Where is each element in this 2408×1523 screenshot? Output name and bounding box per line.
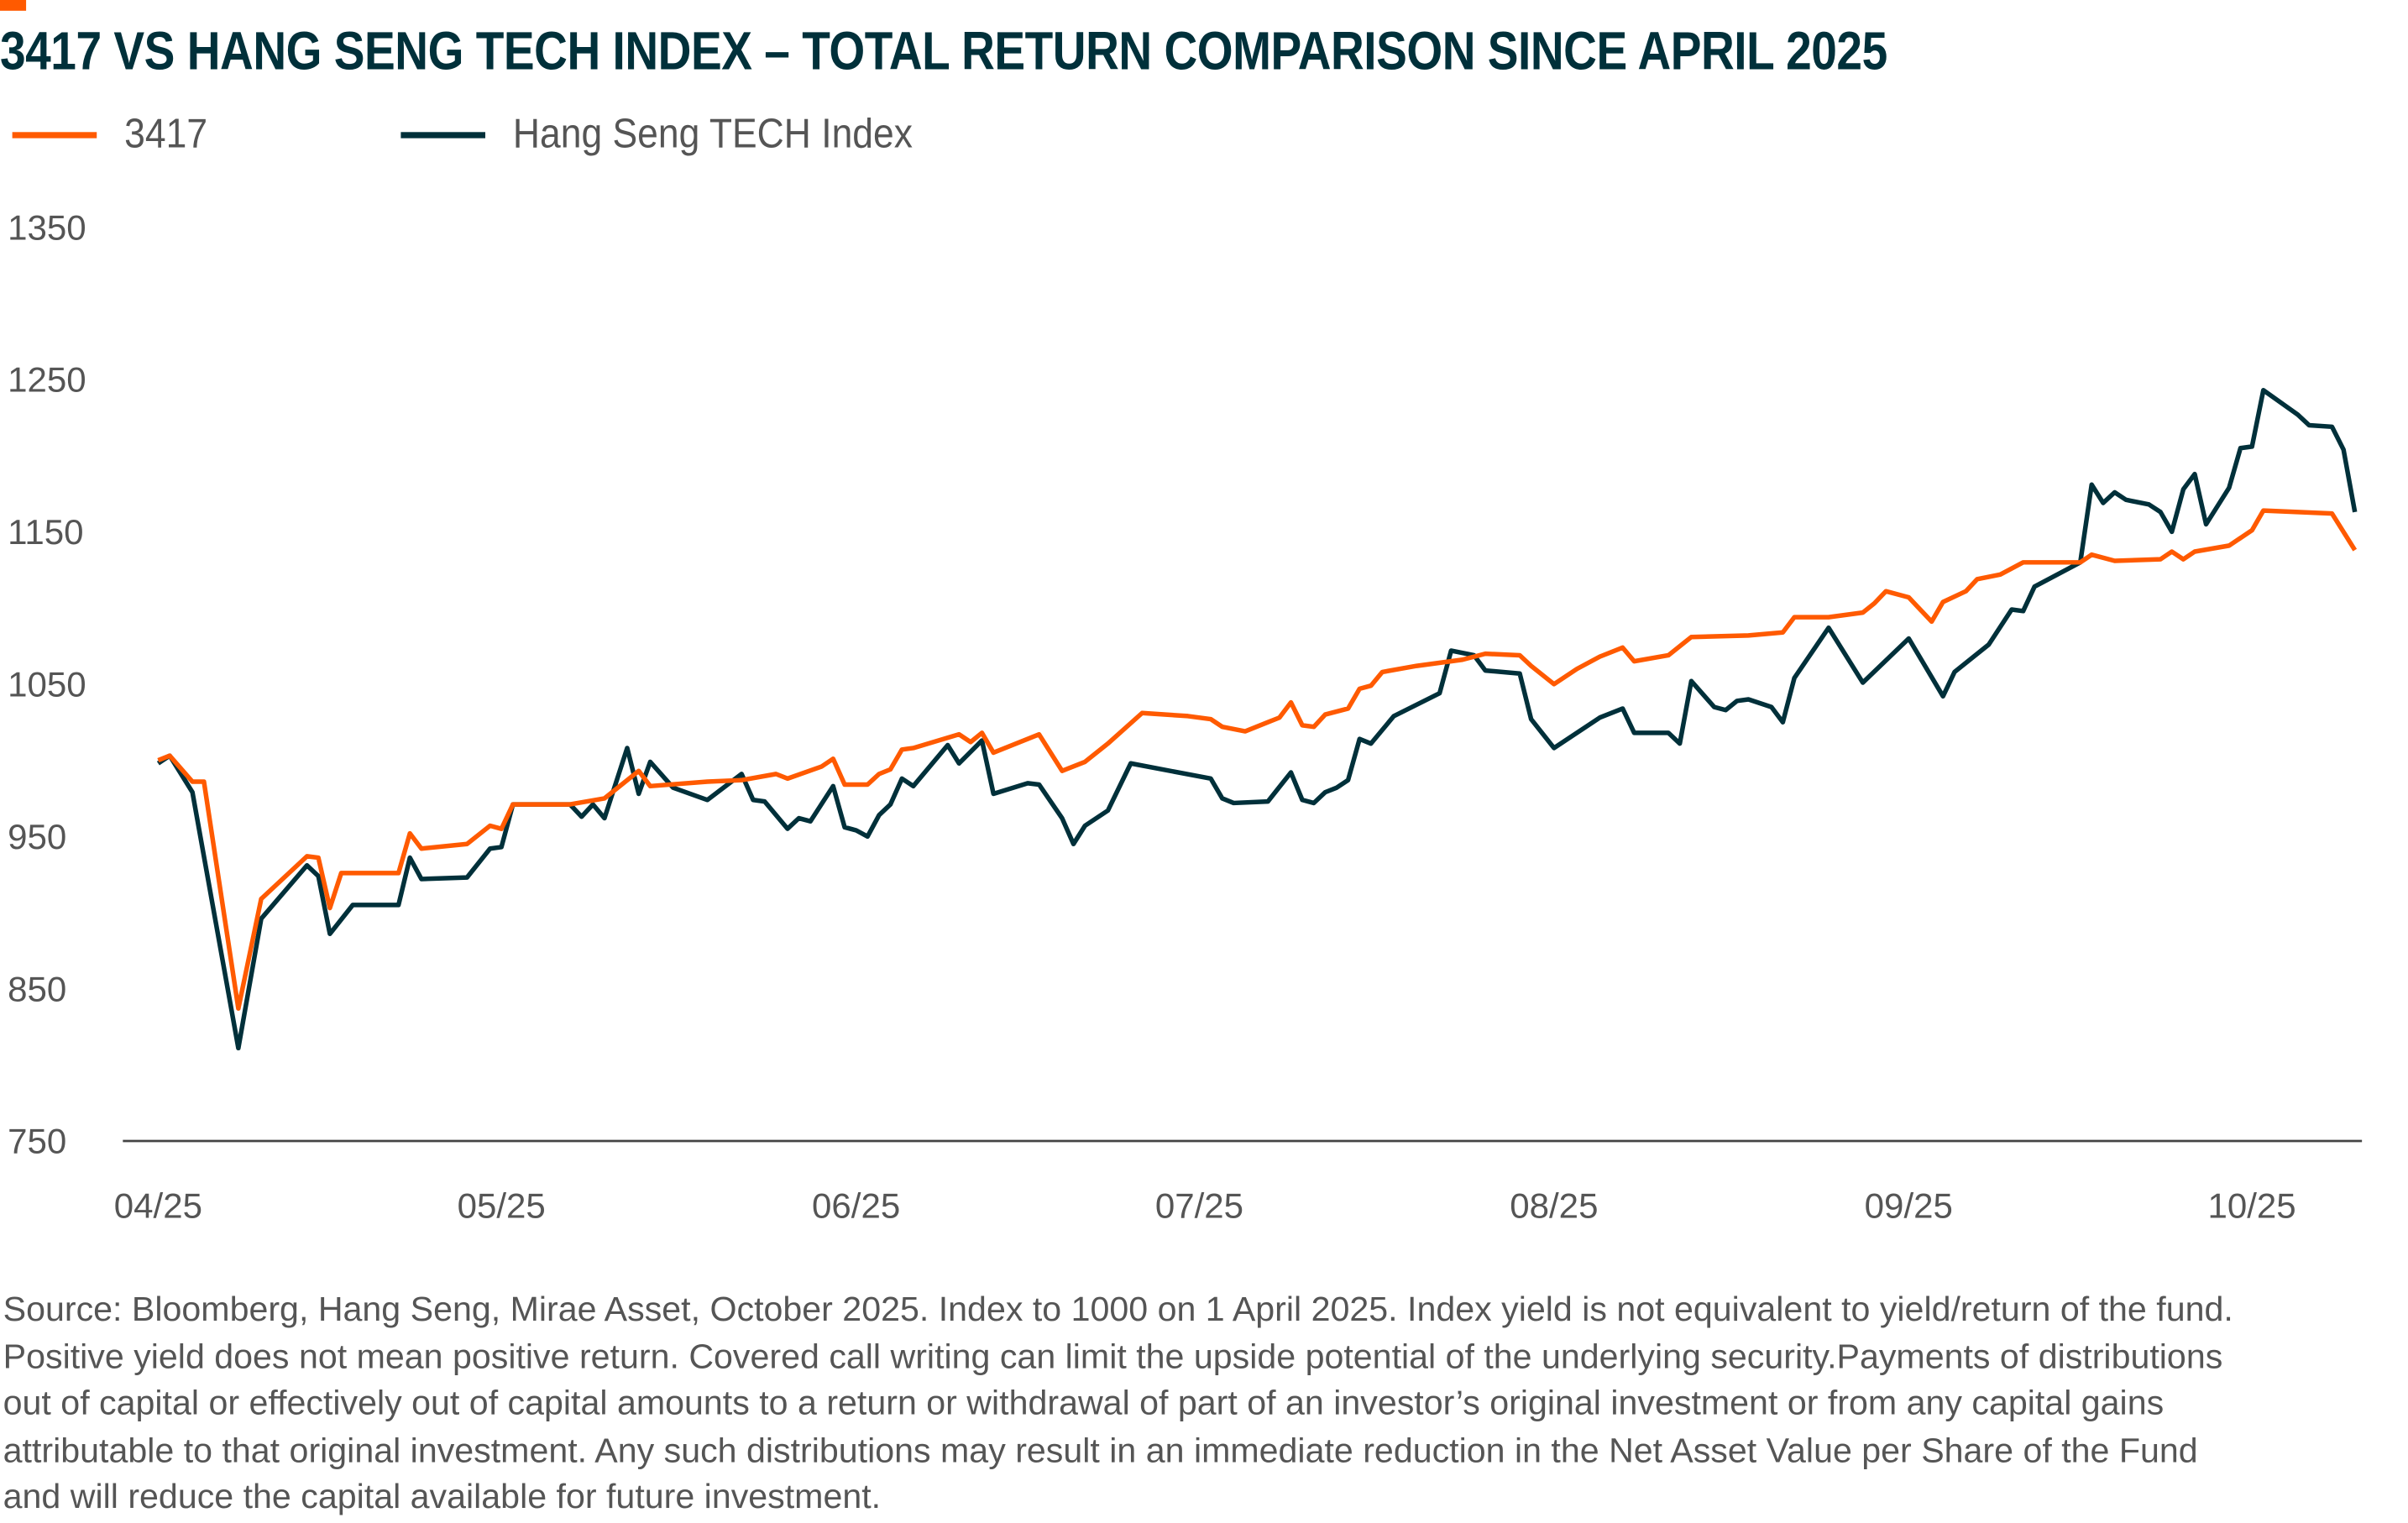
footnote-line: Source: Bloomberg, Hang Seng, Mirae Asse…	[3, 1290, 2233, 1329]
footnote-line: Positive yield does not mean positive re…	[3, 1337, 2223, 1375]
legend: 3417 Hang Seng TECH Index	[12, 110, 1142, 159]
brand-accent-mark	[0, 0, 27, 11]
y-tick-label: 850	[8, 969, 66, 1008]
x-tick-label: 10/25	[2207, 1185, 2295, 1225]
x-tick-label: 08/25	[1510, 1185, 1598, 1225]
chart-title: 3417 VS HANG SENG TECH INDEX – TOTAL RET…	[0, 21, 1887, 81]
y-tick-label: 1150	[8, 512, 83, 552]
series-line-hang-seng-tech	[156, 388, 2358, 1051]
legend-label-3417: 3417	[124, 110, 208, 157]
footnote-line: and will reduce the capital available fo…	[3, 1477, 882, 1516]
x-tick-label: 06/25	[812, 1185, 900, 1225]
y-tick-label: 1350	[8, 207, 86, 247]
legend-item-3417: 3417	[12, 110, 217, 159]
series-line-3417	[157, 508, 2358, 1011]
x-tick-label: 04/25	[114, 1185, 202, 1225]
y-tick-label: 750	[8, 1122, 66, 1161]
legend-item-hstech: Hang Seng TECH Index	[400, 110, 957, 159]
legend-label-hstech: Hang Seng TECH Index	[513, 110, 913, 157]
footnote: Source: Bloomberg, Hang Seng, Mirae Asse…	[3, 1287, 2408, 1521]
legend-swatch-3417	[12, 131, 97, 138]
x-tick-label: 05/25	[458, 1185, 546, 1225]
x-tick-label: 07/25	[1155, 1185, 1243, 1225]
footnote-line: out of capital or effectively out of cap…	[3, 1384, 2165, 1422]
y-tick-label: 1250	[8, 360, 86, 400]
legend-swatch-hstech	[400, 131, 486, 138]
y-tick-label: 1050	[8, 664, 86, 704]
footnote-line: attributable to that original investment…	[3, 1430, 2198, 1469]
x-tick-label: 09/25	[1865, 1185, 1953, 1225]
y-tick-label: 950	[8, 817, 66, 856]
